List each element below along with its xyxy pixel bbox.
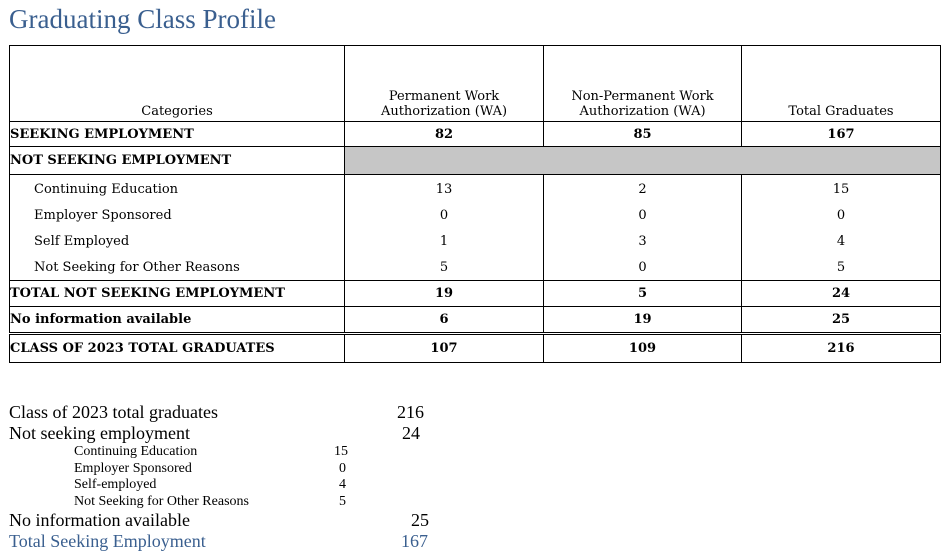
summary-sub-label: Employer Sponsored bbox=[74, 460, 192, 476]
row-label: Continuing Education bbox=[9, 174, 345, 202]
summary-value: 24 bbox=[402, 423, 420, 443]
summary-value: 216 bbox=[397, 402, 424, 422]
row-label: Self Employed bbox=[9, 228, 345, 254]
cell-total: 216 bbox=[741, 332, 941, 363]
summary-sub-value: 0 bbox=[339, 460, 346, 476]
cell-non-permanent: 0 bbox=[543, 254, 742, 281]
cell-permanent: 6 bbox=[344, 306, 544, 334]
row-seeking-employment: SEEKING EMPLOYMENT 82 85 167 bbox=[9, 121, 941, 147]
shaded-cell bbox=[344, 146, 941, 175]
cell-total: 0 bbox=[741, 202, 941, 228]
header-total: Total Graduates bbox=[741, 45, 941, 122]
cell-non-permanent: 19 bbox=[543, 306, 742, 334]
row-label: Not Seeking for Other Reasons bbox=[9, 254, 345, 281]
cell-non-permanent: 85 bbox=[543, 121, 742, 147]
summary-value: 167 bbox=[401, 531, 428, 551]
graduating-class-table: Categories Permanent Work Authorization … bbox=[9, 45, 941, 363]
row-label: Employer Sponsored bbox=[9, 202, 345, 228]
summary-label: No information available bbox=[9, 510, 190, 530]
summary-sub-label: Self-employed bbox=[74, 477, 157, 492]
cell-permanent: 107 bbox=[344, 332, 544, 363]
cell-total: 5 bbox=[741, 254, 941, 281]
row-label: TOTAL NOT SEEKING EMPLOYMENT bbox=[9, 280, 345, 307]
cell-non-permanent: 3 bbox=[543, 228, 742, 254]
header-permanent: Permanent Work Authorization (WA) bbox=[344, 45, 544, 122]
summary-value: 25 bbox=[411, 510, 429, 530]
header-non-permanent: Non-Permanent Work Authorization (WA) bbox=[543, 45, 742, 122]
row-label: NOT SEEKING EMPLOYMENT bbox=[9, 146, 345, 175]
cell-total: 24 bbox=[741, 280, 941, 307]
summary-label: Not seeking employment bbox=[9, 423, 190, 443]
cell-permanent: 0 bbox=[344, 202, 544, 228]
cell-permanent: 5 bbox=[344, 254, 544, 281]
row-total-not-seeking: TOTAL NOT SEEKING EMPLOYMENT 19 5 24 bbox=[9, 280, 941, 307]
cell-total: 15 bbox=[741, 174, 941, 202]
table-row: Self Employed 1 3 4 bbox=[9, 228, 941, 254]
table-row: Employer Sponsored 0 0 0 bbox=[9, 202, 941, 228]
cell-non-permanent: 109 bbox=[543, 332, 742, 363]
cell-permanent: 13 bbox=[344, 174, 544, 202]
cell-non-permanent: 5 bbox=[543, 280, 742, 307]
table-row: Continuing Education 13 2 15 bbox=[9, 174, 941, 202]
summary-sub-value: 15 bbox=[334, 444, 348, 459]
summary-sub-label: Continuing Education bbox=[74, 444, 198, 459]
cell-permanent: 82 bbox=[344, 121, 544, 147]
row-label: No information available bbox=[9, 306, 345, 334]
cell-permanent: 19 bbox=[344, 280, 544, 307]
summary-sub-value: 4 bbox=[339, 477, 346, 492]
summary-label: Class of 2023 total graduates bbox=[9, 402, 218, 422]
cell-total: 167 bbox=[741, 121, 941, 147]
cell-non-permanent: 2 bbox=[543, 174, 742, 202]
table-row: Not Seeking for Other Reasons 5 0 5 bbox=[9, 254, 941, 281]
cell-permanent: 1 bbox=[344, 228, 544, 254]
summary-sub-value: 5 bbox=[339, 493, 346, 509]
row-no-information: No information available 6 19 25 bbox=[9, 306, 941, 334]
cell-total: 4 bbox=[741, 228, 941, 254]
header-categories: Categories bbox=[9, 45, 345, 122]
summary-label: Total Seeking Employment bbox=[9, 531, 206, 551]
row-not-seeking-header: NOT SEEKING EMPLOYMENT bbox=[9, 146, 941, 175]
cell-non-permanent: 0 bbox=[543, 202, 742, 228]
cell-total: 25 bbox=[741, 306, 941, 334]
table-header-row: Categories Permanent Work Authorization … bbox=[9, 45, 941, 122]
row-label: SEEKING EMPLOYMENT bbox=[9, 121, 345, 147]
summary-sub-label: Not Seeking for Other Reasons bbox=[74, 493, 249, 509]
row-label: CLASS OF 2023 TOTAL GRADUATES bbox=[9, 332, 345, 363]
row-class-total: CLASS OF 2023 TOTAL GRADUATES 107 109 21… bbox=[9, 332, 941, 363]
page-title: Graduating Class Profile bbox=[9, 4, 276, 34]
